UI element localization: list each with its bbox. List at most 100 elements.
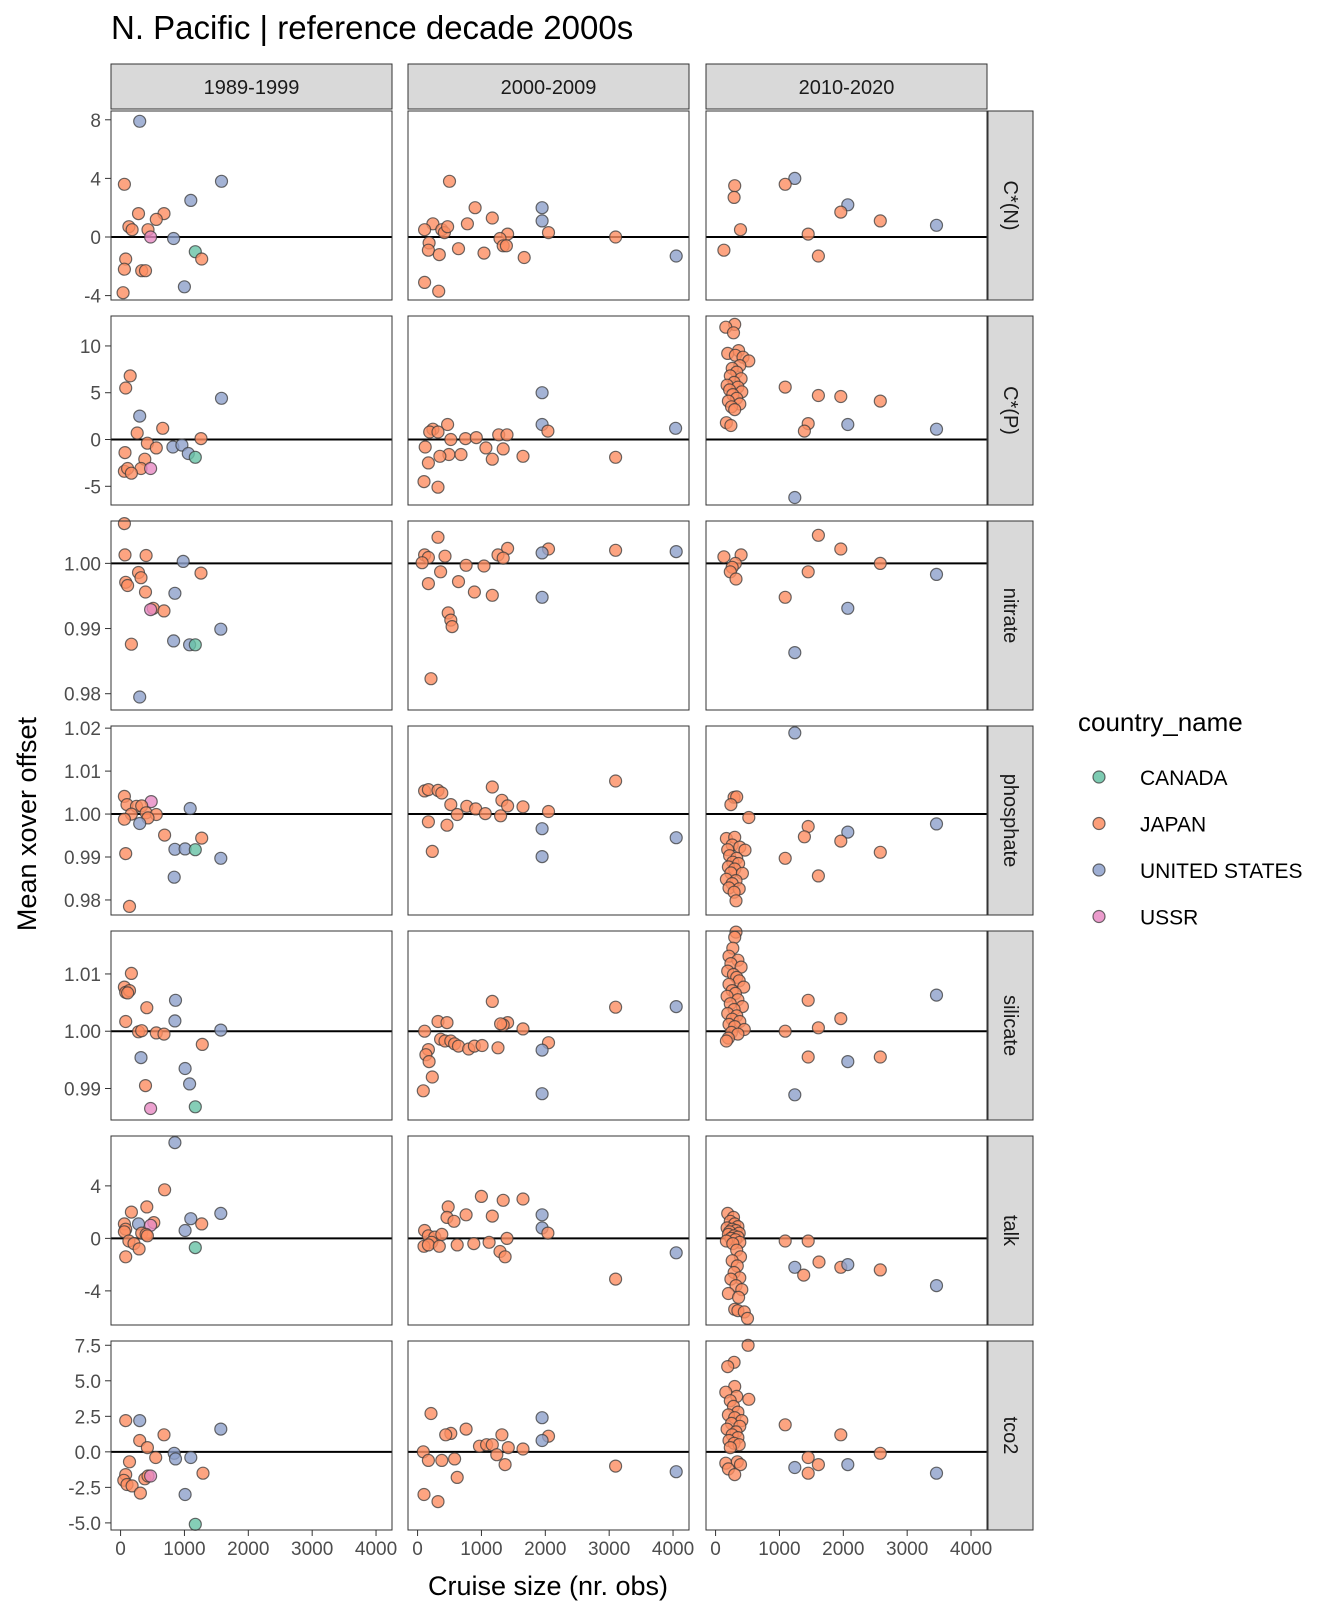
data-point-united-states [133, 409, 147, 423]
data-point-japan [778, 1234, 792, 1248]
y-tick-label: -4 [84, 287, 101, 308]
legend-swatch [1092, 770, 1106, 784]
data-point-japan [724, 797, 738, 812]
data-point-united-states [133, 816, 147, 831]
data-point-japan [834, 389, 848, 404]
data-point-japan [138, 264, 153, 278]
data-point-japan [834, 1428, 848, 1442]
data-point-japan [834, 834, 848, 848]
panel-border [705, 725, 988, 916]
data-point-japan [195, 831, 209, 845]
y-tick-label: 1.01 [64, 762, 101, 783]
data-point-japan [728, 179, 742, 193]
data-point-japan [475, 1038, 489, 1053]
y-tick-label: 5 [90, 384, 101, 405]
data-point-japan [117, 177, 132, 191]
data-point-japan [811, 1457, 826, 1472]
data-point-japan [834, 205, 848, 219]
x-axes: 0 1000 2000 3000 4000 0 1000 2000 3000 4000 0 1000 2… [115, 1530, 992, 1560]
y-tick-label: 0.99 [64, 620, 101, 641]
panel-border [705, 1340, 988, 1531]
data-point-japan [467, 1236, 481, 1251]
legend: country_name CANADA JAPAN UNITED STATES USS… [1078, 707, 1303, 930]
panel-border [407, 1340, 690, 1531]
legend-item-united-states: UNITED STATES [1092, 860, 1303, 883]
data-point-ussr [144, 1101, 158, 1116]
panel-background [706, 521, 987, 710]
x-tick-label: 4000 [950, 1539, 992, 1560]
data-point-japan [728, 403, 742, 417]
data-point-japan [435, 786, 449, 800]
data-point-united-states [929, 1466, 944, 1480]
data-point-united-states [841, 601, 855, 615]
data-point-japan [496, 1193, 510, 1207]
y-tick-label: 4 [90, 1177, 101, 1198]
data-point-japan [608, 1000, 623, 1014]
data-point-japan [194, 432, 208, 446]
data-point-japan [158, 828, 172, 842]
data-point-united-states [167, 870, 181, 884]
data-point-japan [122, 1455, 137, 1469]
data-point-japan [441, 220, 455, 234]
data-point-japan [498, 1250, 512, 1264]
x-tick-label: 2000 [524, 1539, 566, 1560]
y-tick-label: 0.99 [64, 848, 101, 869]
data-point-japan [149, 441, 163, 455]
row-strip-label: talk [999, 1215, 1021, 1247]
data-point-united-states [214, 1422, 228, 1436]
y-tick-label: 0.99 [64, 1080, 101, 1101]
data-point-united-states [535, 590, 549, 604]
data-point-japan [435, 1453, 449, 1468]
data-point-japan [485, 588, 499, 602]
y-tick-label: 0 [90, 431, 101, 452]
x-tick-label: 3000 [588, 1539, 630, 1560]
legend-label: JAPAN [1140, 814, 1206, 837]
data-point-japan [415, 556, 429, 570]
data-point-united-states [214, 1023, 228, 1037]
data-point-united-states [788, 1088, 802, 1102]
panel-tco2-1989-1999 [110, 1340, 393, 1531]
data-point-japan [801, 1050, 815, 1064]
data-point-japan [495, 1428, 509, 1442]
data-point-japan [125, 223, 139, 237]
panel-border [110, 315, 393, 506]
data-point-japan [119, 1014, 133, 1029]
data-point-japan [122, 899, 137, 914]
data-point-japan [138, 585, 153, 599]
data-point-united-states [535, 1411, 549, 1425]
y-tick-label: -5 [84, 477, 101, 498]
data-point-japan [717, 243, 731, 257]
data-point-japan [811, 388, 826, 403]
data-point-japan [149, 212, 163, 226]
data-point-united-states [535, 1087, 549, 1101]
data-point-united-states [788, 171, 802, 185]
data-point-japan [873, 394, 887, 408]
panel-border [407, 520, 690, 711]
data-point-japan [474, 1189, 488, 1204]
data-point-united-states [133, 114, 147, 128]
data-point-united-states [929, 988, 944, 1002]
data-point-japan [797, 1268, 811, 1282]
data-point-japan [733, 1457, 748, 1472]
data-point-japan [608, 230, 623, 244]
data-point-japan [454, 447, 468, 462]
data-point-united-states [133, 690, 147, 704]
data-point-japan [797, 424, 812, 438]
data-point-united-states [669, 544, 683, 559]
data-point-japan [477, 246, 491, 260]
data-point-united-states [669, 999, 683, 1014]
data-point-united-states [788, 1460, 802, 1475]
data-point-canada [188, 843, 202, 857]
data-point-japan [726, 326, 741, 340]
data-point-united-states [168, 993, 183, 1007]
data-point-japan [834, 1011, 848, 1026]
row-strip-label: silicate [999, 995, 1021, 1056]
panel-background [111, 1341, 392, 1530]
data-point-japan [120, 986, 135, 1000]
data-point-united-states [788, 1260, 802, 1274]
data-point-japan [424, 1406, 438, 1421]
data-point-japan [158, 1183, 172, 1197]
y-axis-silicate: 1.01 1.00 0.99 [64, 965, 111, 1101]
column-strips: 1989-1999 2000-2009 2010-2020 [110, 63, 988, 110]
